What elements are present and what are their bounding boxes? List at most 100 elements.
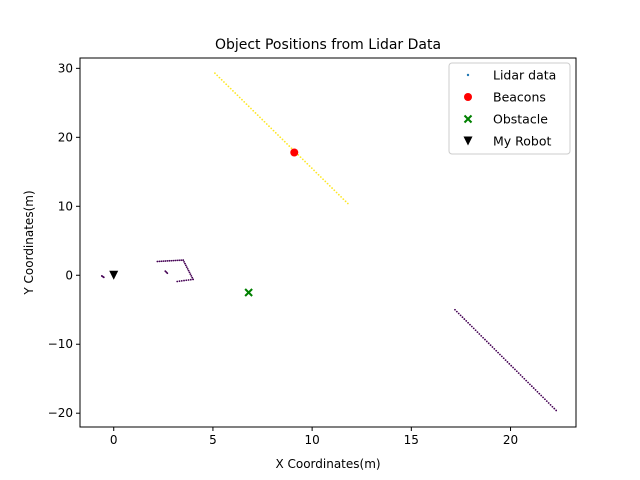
lidar-point-1-43 <box>534 389 537 391</box>
lidar-point-0-42 <box>308 165 311 167</box>
lidar-point-1-26 <box>502 357 505 360</box>
lidar-point-3-6 <box>187 269 190 272</box>
lidar-point-1-37 <box>523 377 526 380</box>
lidar-point-0-58 <box>344 200 347 203</box>
lidar-point-1-12 <box>476 331 479 334</box>
lidar-point-1-48 <box>544 398 546 401</box>
x-tick-label-20: 20 <box>503 433 518 447</box>
lidar-point-4-0 <box>192 278 194 281</box>
lidar-point-1-41 <box>530 385 533 388</box>
lidar-point-1-40 <box>529 383 531 386</box>
lidar-point-1-34 <box>517 372 520 375</box>
lidar-point-1-32 <box>514 368 516 371</box>
lidar-point-1-42 <box>532 387 535 389</box>
lidar-point-0-55 <box>337 193 340 196</box>
lidar-point-0-59 <box>346 202 349 205</box>
lidar-point-0-11 <box>238 96 241 99</box>
lidar-point-1-36 <box>521 375 524 378</box>
lidar-point-0-34 <box>290 147 293 150</box>
lidar-point-1-20 <box>491 346 494 348</box>
lidar-point-3-8 <box>189 273 192 276</box>
lidar-point-3-9 <box>190 274 193 277</box>
y-tick-label-0: 0 <box>65 268 73 282</box>
lidar-point-0-39 <box>301 158 304 161</box>
obstacle-point-0 <box>244 288 253 297</box>
lidar-point-1-54 <box>555 409 558 412</box>
lidar-point-0-28 <box>277 134 279 136</box>
lidar-point-3-3 <box>184 264 187 267</box>
lidar-point-1-31 <box>512 366 514 369</box>
lidar-point-2-6 <box>168 259 171 262</box>
lidar-point-0-32 <box>286 142 288 145</box>
lidar-point-2-11 <box>178 259 181 262</box>
x-tick-label-0: 0 <box>110 433 118 447</box>
lidar-point-0-49 <box>324 180 327 183</box>
lidar-point-1-21 <box>493 348 496 350</box>
lidar-point-0-48 <box>322 178 324 181</box>
lidar-point-0-17 <box>252 109 255 112</box>
lidar-point-5-3 <box>102 276 105 279</box>
lidar-point-0-40 <box>304 160 306 163</box>
lidar-point-2-0 <box>156 260 159 263</box>
lidar-point-1-23 <box>497 351 499 354</box>
lidar-point-0-53 <box>333 189 336 192</box>
lidar-point-6-2 <box>166 272 169 275</box>
lidar-point-0-20 <box>259 116 261 119</box>
y-tick-label-20: 20 <box>58 130 73 144</box>
lidar-point-1-8 <box>469 323 471 326</box>
lidar-point-1-38 <box>525 379 528 382</box>
lidar-point-1-22 <box>495 349 498 352</box>
lidar-point-0-25 <box>270 127 273 130</box>
lidar-point-0-27 <box>274 131 277 134</box>
legend-marker-lidar-data <box>466 73 470 77</box>
lidar-point-0-1 <box>216 74 219 77</box>
lidar-point-0-57 <box>342 198 345 201</box>
lidar-point-2-1 <box>158 260 161 263</box>
lidar-point-1-14 <box>480 334 483 337</box>
x-tick-label-10: 10 <box>304 433 319 447</box>
plot-frame <box>79 57 577 428</box>
lidar-point-0-13 <box>243 100 246 103</box>
lidar-point-2-12 <box>180 259 183 262</box>
lidar-point-1-46 <box>540 394 543 397</box>
lidar-point-1-13 <box>478 333 481 335</box>
lidar-point-0-14 <box>245 103 248 106</box>
lidar-point-0-30 <box>281 138 284 141</box>
lidar-point-0-16 <box>250 107 252 110</box>
lidar-point-0-33 <box>288 145 291 147</box>
lidar-point-1-11 <box>474 329 477 332</box>
chart-title: Object Positions from Lidar Data <box>215 37 441 53</box>
lidar-point-0-38 <box>299 156 302 159</box>
y-tick-label-10: 10 <box>58 199 73 213</box>
lidar-point-0-6 <box>227 85 230 88</box>
lidar-point-1-9 <box>470 325 473 328</box>
axis-ticks: 0 5 10 15 20 −20 −10 0 10 20 30 <box>48 61 518 447</box>
lidar-point-0-31 <box>283 140 286 143</box>
plot-marks <box>100 72 558 412</box>
lidar-point-1-44 <box>536 390 539 393</box>
lidar-point-0-24 <box>268 125 270 128</box>
y-tick-label--10: −10 <box>48 337 73 351</box>
y-tick-label-30: 30 <box>58 61 73 75</box>
lidar-point-0-22 <box>263 120 266 123</box>
lidar-point-4-1 <box>189 278 192 281</box>
lidar-point-1-33 <box>515 370 518 373</box>
lidar-point-0-29 <box>279 136 282 139</box>
lidar-point-0-4 <box>223 81 225 83</box>
lidar-point-1-49 <box>545 400 548 403</box>
lidar-point-0-26 <box>272 129 275 132</box>
legend-marker-my-robot <box>463 136 473 146</box>
lidar-point-1-10 <box>472 327 475 330</box>
lidar-point-4-7 <box>176 280 179 283</box>
lidar-point-0-21 <box>261 118 264 121</box>
lidar-point-0-37 <box>297 154 300 156</box>
lidar-point-1-7 <box>467 321 469 324</box>
lidar-point-0-9 <box>234 92 237 94</box>
lidar-point-0-3 <box>220 78 223 81</box>
lidar-point-0-56 <box>340 196 342 198</box>
y-tick-label--20: −20 <box>48 406 73 420</box>
legend-label-beacons: Beacons <box>493 90 546 105</box>
lidar-point-0-8 <box>232 89 234 92</box>
obstacle-point-0-stroke-b <box>244 288 253 297</box>
lidar-point-2-9 <box>174 259 177 262</box>
